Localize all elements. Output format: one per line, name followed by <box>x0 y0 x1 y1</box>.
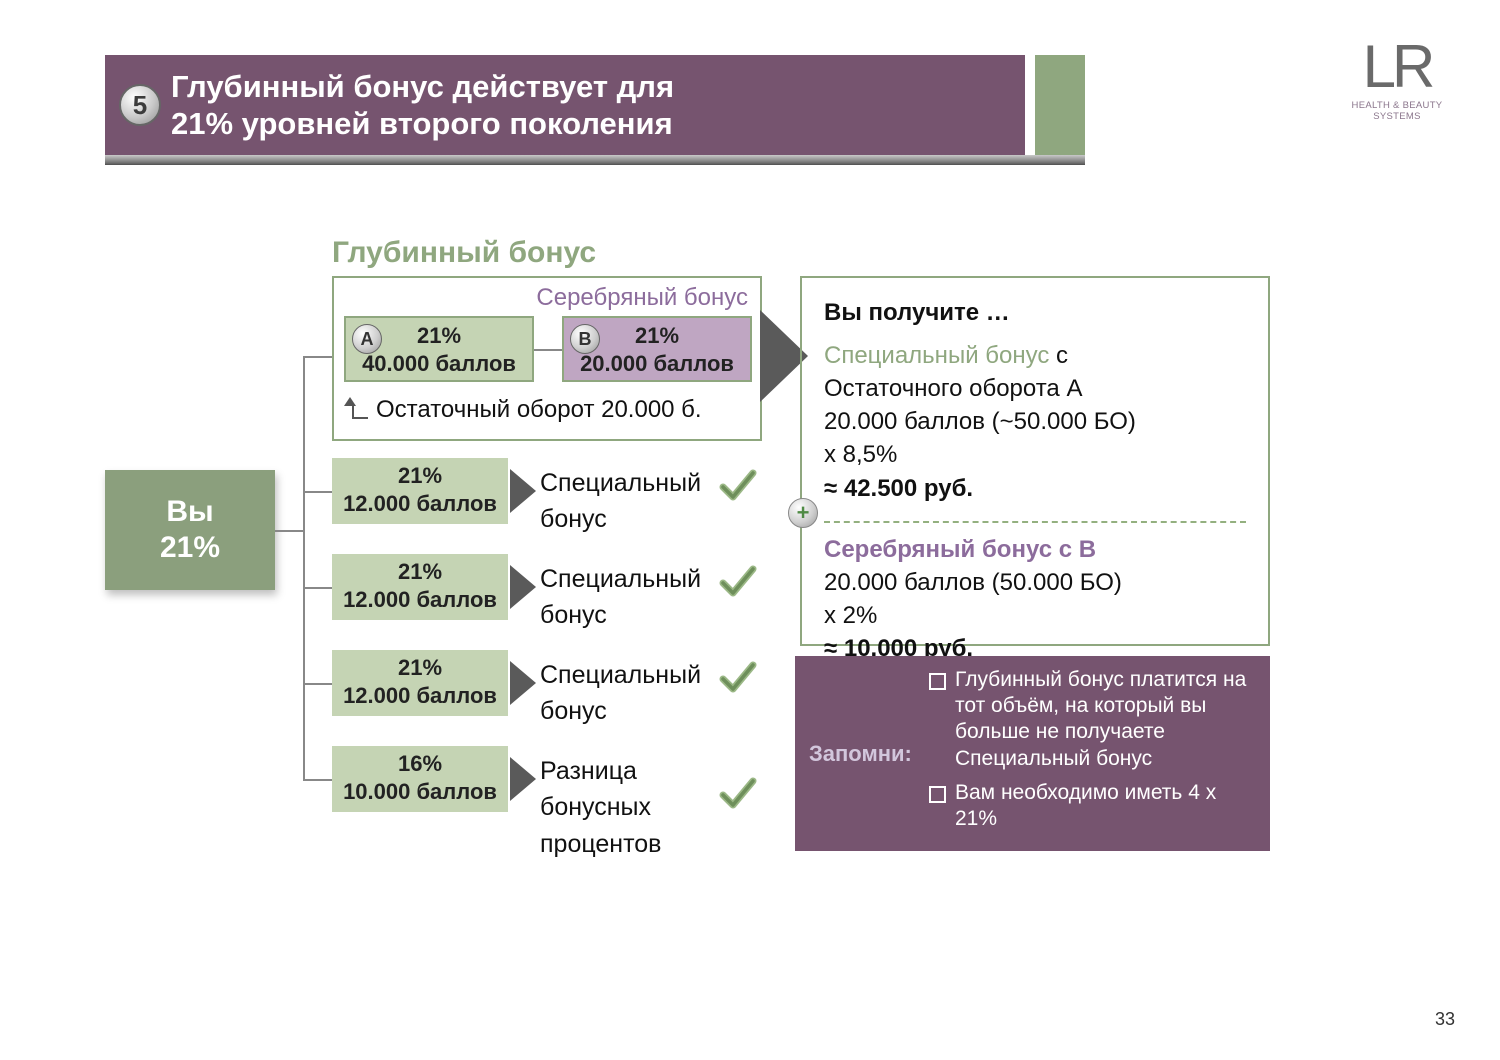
badge-a-icon: A <box>352 324 382 354</box>
header-title-line2: 21% уровней второго поколения <box>171 106 673 141</box>
result-total1: ≈ 42.500 руб. <box>824 472 1246 505</box>
node-a-percent: 21% <box>417 323 461 348</box>
result-silver-title: Серебряный бонус с В <box>824 533 1246 566</box>
page-number: 33 <box>1435 1009 1455 1030</box>
header-title: Глубинный бонус действует для 21% уровне… <box>171 68 674 142</box>
header-bar: 5 Глубинный бонус действует для 21% уров… <box>105 55 1025 155</box>
result-box: Вы получите … Специальный бонус с Остато… <box>800 276 1270 646</box>
connector-line <box>303 779 333 781</box>
checkmark-icon <box>716 773 758 813</box>
remember-item-1: Глубинный бонус платится на тот объём, н… <box>929 667 1256 772</box>
header-title-line1: Глубинный бонус действует для <box>171 69 674 104</box>
result-line2: 20.000 баллов (~50.000 БО) <box>824 405 1246 438</box>
sub-node-4-percent: 16% <box>398 751 442 776</box>
section-title: Глубинный бонус <box>332 236 596 270</box>
header-underline <box>105 155 1085 165</box>
result-sline1: 20.000 баллов (50.000 БО) <box>824 566 1246 599</box>
logo-sub2: SYSTEMS <box>1373 111 1421 122</box>
residual-text: Остаточный оборот 20.000 б. <box>376 396 702 424</box>
connector-line <box>303 491 333 493</box>
you-label: Вы <box>105 494 275 530</box>
remember-label: Запомни: <box>809 741 929 767</box>
arrow-right-icon <box>510 469 536 513</box>
header-accent-block <box>1035 55 1085 155</box>
step-badge: 5 <box>119 84 161 126</box>
sub-label-3: Специальный бонус <box>540 657 740 730</box>
arrow-right-icon <box>510 565 536 609</box>
result-sline2: x 2% <box>824 599 1246 632</box>
sub-node-1: 21% 12.000 баллов <box>332 458 508 524</box>
checkmark-icon <box>716 657 758 697</box>
sub-node-2: 21% 12.000 баллов <box>332 554 508 620</box>
sub-node-4: 16% 10.000 баллов <box>332 746 508 812</box>
logo-subline: HEALTH & BEAUTY SYSTEMS <box>1342 100 1452 123</box>
connector-line <box>275 530 305 532</box>
node-a-points: 40.000 баллов <box>362 351 516 376</box>
sub-node-3-points: 12.000 баллов <box>343 683 497 708</box>
badge-b-icon: B <box>570 324 600 354</box>
result-spec-bonus: Специальный бонус <box>824 342 1049 369</box>
result-spec-bonus-suffix: с <box>1049 342 1068 369</box>
connector-line <box>303 683 333 685</box>
you-box: Вы 21% <box>105 470 275 590</box>
remember-list: Глубинный бонус платится на тот объём, н… <box>929 667 1256 841</box>
logo: LR HEALTH & BEAUTY SYSTEMS <box>1342 40 1452 123</box>
remember-box: Запомни: Глубинный бонус платится на тот… <box>795 656 1270 851</box>
connector-line <box>534 349 562 351</box>
sub-node-1-points: 12.000 баллов <box>343 491 497 516</box>
sub-label-2: Специальный бонус <box>540 561 740 634</box>
node-b-percent: 21% <box>635 323 679 348</box>
sub-node-2-points: 12.000 баллов <box>343 587 497 612</box>
residual-row: Остаточный оборот 20.000 б. <box>346 396 746 424</box>
silver-bonus-label: Серебряный бонус <box>536 284 748 312</box>
connector-line <box>303 587 333 589</box>
connector-line <box>303 356 305 781</box>
you-percent: 21% <box>105 530 275 566</box>
checkmark-icon <box>716 465 758 505</box>
sub-label-1: Специальный бонус <box>540 465 740 538</box>
result-divider <box>824 521 1246 523</box>
arrow-right-icon <box>510 757 536 801</box>
remember-item-2: Вам необходимо иметь 4 x 21% <box>929 780 1256 833</box>
sub-node-3-percent: 21% <box>398 655 442 680</box>
sub-node-3: 21% 12.000 баллов <box>332 650 508 716</box>
logo-sub1: HEALTH & BEAUTY <box>1352 100 1443 111</box>
result-line1: Остаточного оборота А <box>824 372 1246 405</box>
sub-node-2-percent: 21% <box>398 559 442 584</box>
sub-node-1-percent: 21% <box>398 463 442 488</box>
residual-arrow-icon <box>346 399 368 421</box>
sub-label-4: Разница бонусных процентов <box>540 753 740 862</box>
arrow-right-icon <box>510 661 536 705</box>
checkmark-icon <box>716 561 758 601</box>
plus-icon: + <box>788 498 818 528</box>
node-b-points: 20.000 баллов <box>580 351 734 376</box>
logo-letters: LR <box>1342 40 1452 94</box>
connector-line <box>303 356 333 358</box>
result-line3: x 8,5% <box>824 438 1246 471</box>
result-head: Вы получите … <box>824 296 1246 329</box>
sub-node-4-points: 10.000 баллов <box>343 779 497 804</box>
